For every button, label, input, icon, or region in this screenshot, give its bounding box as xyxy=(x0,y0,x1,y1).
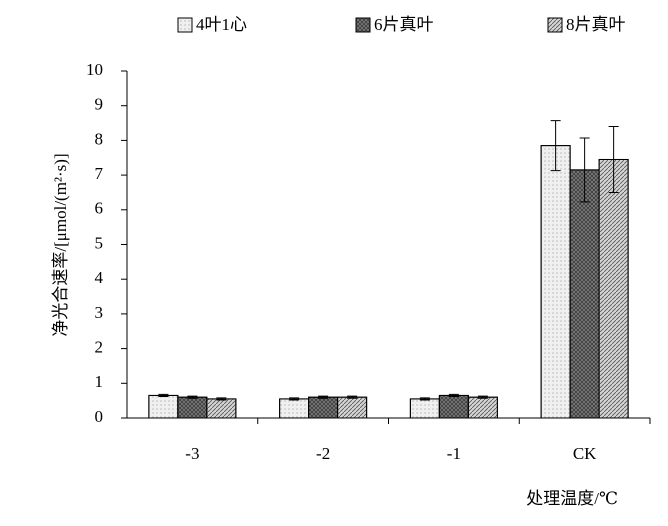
x-tick-label: -3 xyxy=(185,444,199,463)
bar-texture xyxy=(467,396,498,419)
bar-texture xyxy=(438,394,469,419)
bar-texture xyxy=(279,398,310,419)
y-tick-label: 6 xyxy=(95,199,104,218)
x-tick-label: -2 xyxy=(316,444,330,463)
y-tick-label: 4 xyxy=(95,268,104,287)
y-tick-label: 3 xyxy=(95,303,104,322)
error-bar xyxy=(608,126,619,193)
bar-texture xyxy=(540,145,571,419)
error-bar xyxy=(347,395,358,399)
legend-label: 6片真叶 xyxy=(374,15,434,34)
bar-texture xyxy=(409,398,440,419)
bar-texture xyxy=(337,396,368,419)
error-bar xyxy=(579,137,590,203)
x-axis-title: 处理温度/℃ xyxy=(526,489,618,508)
legend-label: 4叶1心 xyxy=(196,15,247,34)
error-bar xyxy=(216,397,227,401)
bar-texture xyxy=(177,396,208,419)
bar-texture xyxy=(148,394,179,419)
y-tick-label: 9 xyxy=(95,95,104,114)
legend-swatch-texture xyxy=(177,17,193,33)
error-bar xyxy=(477,395,488,399)
bar-texture xyxy=(598,158,629,419)
legend-label: 8片真叶 xyxy=(566,15,626,34)
bar-texture xyxy=(308,396,339,419)
error-bar xyxy=(550,120,561,172)
bar-texture xyxy=(206,398,237,419)
error-bar xyxy=(419,397,430,401)
error-bar xyxy=(158,393,169,397)
legend-swatch-texture xyxy=(547,17,563,33)
y-tick-label: 8 xyxy=(95,129,104,148)
legend-swatch-texture xyxy=(355,17,371,33)
error-bar xyxy=(448,393,459,397)
y-tick-label: 1 xyxy=(95,372,104,391)
x-tick-label: -1 xyxy=(447,444,461,463)
y-tick-label: 2 xyxy=(95,338,104,357)
y-tick-label: 5 xyxy=(95,233,104,252)
error-bar xyxy=(289,397,300,401)
bar-texture xyxy=(569,169,600,419)
y-tick-label: 0 xyxy=(95,407,104,426)
y-tick-label: 7 xyxy=(95,164,104,183)
error-bar xyxy=(318,395,329,399)
error-bar xyxy=(187,395,198,399)
y-tick-label: 10 xyxy=(86,60,103,79)
x-tick-label: CK xyxy=(573,444,597,463)
y-axis-title: 净光合速率/[μmol/(m²·s)] xyxy=(51,153,70,336)
